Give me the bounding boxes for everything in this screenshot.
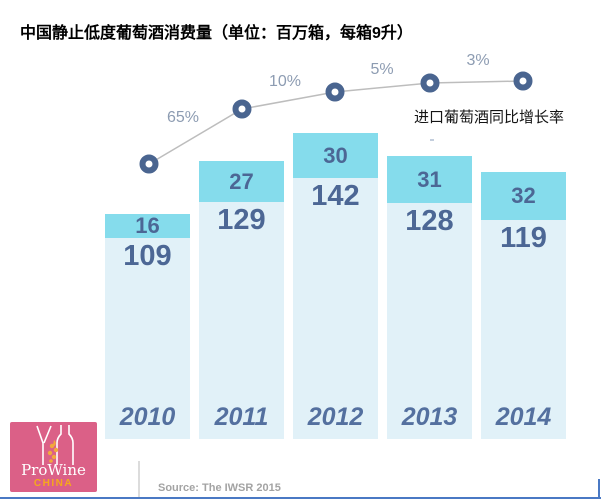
stray-dash	[430, 139, 434, 141]
bar-top-segment-2013: 31	[387, 156, 472, 203]
bar-top-segment-2014: 32	[481, 172, 566, 220]
growth-pct-label-2: 10%	[268, 73, 302, 90]
top-value-label-2010: 16	[135, 213, 160, 238]
year-label-2010: 2010	[119, 403, 176, 431]
bottom-value-label-2010: 109	[123, 240, 172, 272]
bar-top-segment-2010: 16	[105, 213, 190, 238]
bar-bottom-segment-2010: 109 2010	[105, 238, 190, 439]
source-note: Source: The IWSR 2015	[158, 482, 281, 494]
year-label-2013: 2013	[401, 403, 458, 431]
bottom-value-label-2013: 128	[405, 205, 454, 237]
top-value-label-2013: 31	[417, 166, 442, 192]
bar-bottom-segment-2014: 119 2014	[481, 220, 566, 439]
bar-bottom-segment-2012: 142 2012	[293, 178, 378, 439]
top-value-label-2011: 27	[229, 168, 254, 194]
growth-line-legend: 进口葡萄酒同比增长率	[413, 109, 564, 126]
bottom-value-label-2012: 142	[311, 180, 360, 212]
bar-2013: 31 128 2013	[387, 156, 472, 439]
bar-bottom-segment-2013: 128 2013	[387, 203, 472, 439]
growth-pct-label-4: 3%	[466, 52, 490, 69]
growth-marker-2014	[513, 71, 533, 91]
year-label-2012: 2012	[307, 403, 364, 431]
logo-text-china: CHINA	[33, 478, 74, 489]
growth-marker-2012	[325, 82, 345, 102]
year-label-2014: 2014	[495, 403, 552, 431]
bar-2010: 16 109 2010	[105, 213, 190, 439]
year-label-2011: 2011	[214, 403, 269, 431]
growth-pct-label-3: 5%	[370, 61, 394, 78]
bar-top-segment-2012: 30	[293, 133, 378, 178]
bottom-value-label-2014: 119	[500, 222, 547, 254]
bar-2012: 30 142 2012	[293, 133, 378, 439]
prowine-logo: ProWine CHINA	[10, 422, 97, 492]
top-value-label-2012: 30	[323, 142, 348, 168]
slide-bottom-border	[0, 497, 601, 499]
growth-marker-2013	[420, 73, 440, 93]
top-value-label-2014: 32	[511, 183, 536, 208]
bar-top-segment-2011: 27	[199, 161, 284, 202]
logo-text-prowine: ProWine	[21, 461, 86, 479]
bar-bottom-segment-2011: 129 2011	[199, 202, 284, 439]
growth-pct-label-1: 65%	[166, 109, 200, 126]
bar-2011: 27 129 2011	[199, 161, 284, 439]
wine-glass-bottle-icon	[36, 425, 74, 465]
bar-2014: 32 119 2014	[481, 172, 566, 439]
slide-right-border	[598, 479, 600, 499]
growth-marker-2010	[139, 154, 159, 174]
footer-divider	[138, 461, 140, 497]
bottom-value-label-2011: 129	[217, 204, 266, 236]
chart-title: 中国静止低度葡萄酒消费量（单位：百万箱，每箱9升）	[20, 25, 413, 42]
growth-marker-2011	[232, 99, 252, 119]
